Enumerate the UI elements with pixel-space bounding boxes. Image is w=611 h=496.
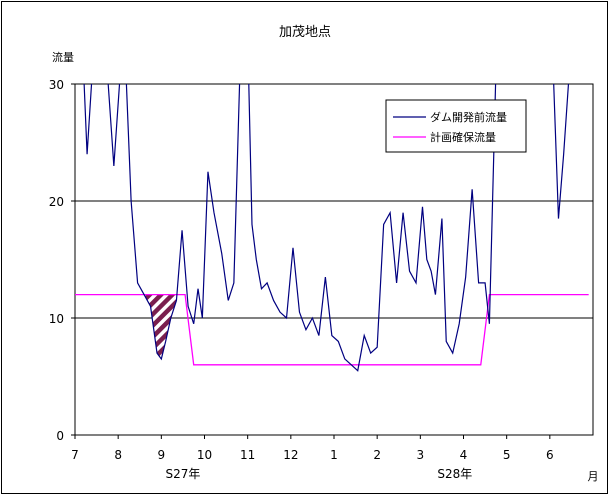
legend-label-planned: 計画確保流量 — [430, 130, 496, 144]
year-label: S28年 — [437, 467, 472, 481]
y-tick-label: 20 — [49, 195, 64, 209]
x-tick-label: 3 — [417, 448, 425, 462]
y-axis-label: 流量 — [52, 50, 74, 64]
x-tick-label: 4 — [460, 448, 468, 462]
y-tick-label: 0 — [56, 429, 64, 443]
x-tick-label: 11 — [240, 448, 255, 462]
x-tick-label: 8 — [114, 448, 122, 462]
legend-box — [385, 99, 527, 153]
x-tick-label: 6 — [546, 448, 554, 462]
year-label: S27年 — [165, 467, 200, 481]
x-axis-unit: 月 — [588, 470, 599, 483]
shortfall-hatch — [144, 294, 177, 359]
x-tick-label: 9 — [158, 448, 166, 462]
y-tick-labels: 0 10 20 30 — [49, 78, 64, 443]
x-tick-label: 2 — [373, 448, 381, 462]
pre-dam-flow-line — [83, 84, 570, 372]
year-labels: S27年 S28年 — [165, 467, 472, 481]
legend-label-pre-dam: ダム開発前流量 — [430, 110, 507, 124]
x-tick-label: 1 — [330, 448, 338, 462]
x-tick-label: 5 — [503, 448, 511, 462]
y-tick-label: 30 — [49, 78, 64, 92]
x-tick-label: 7 — [71, 448, 79, 462]
chart-title: 加茂地点 — [279, 25, 331, 40]
plot-area — [75, 84, 589, 372]
x-tick-labels: 7 8 9 10 11 12 1 2 3 4 5 6 — [71, 448, 553, 462]
x-tick-label: 12 — [283, 448, 298, 462]
planned-flow-line — [75, 293, 589, 366]
y-tick-label: 10 — [49, 312, 64, 326]
legend: ダム開発前流量 計画確保流量 — [385, 99, 527, 153]
x-tick-label: 10 — [197, 448, 212, 462]
